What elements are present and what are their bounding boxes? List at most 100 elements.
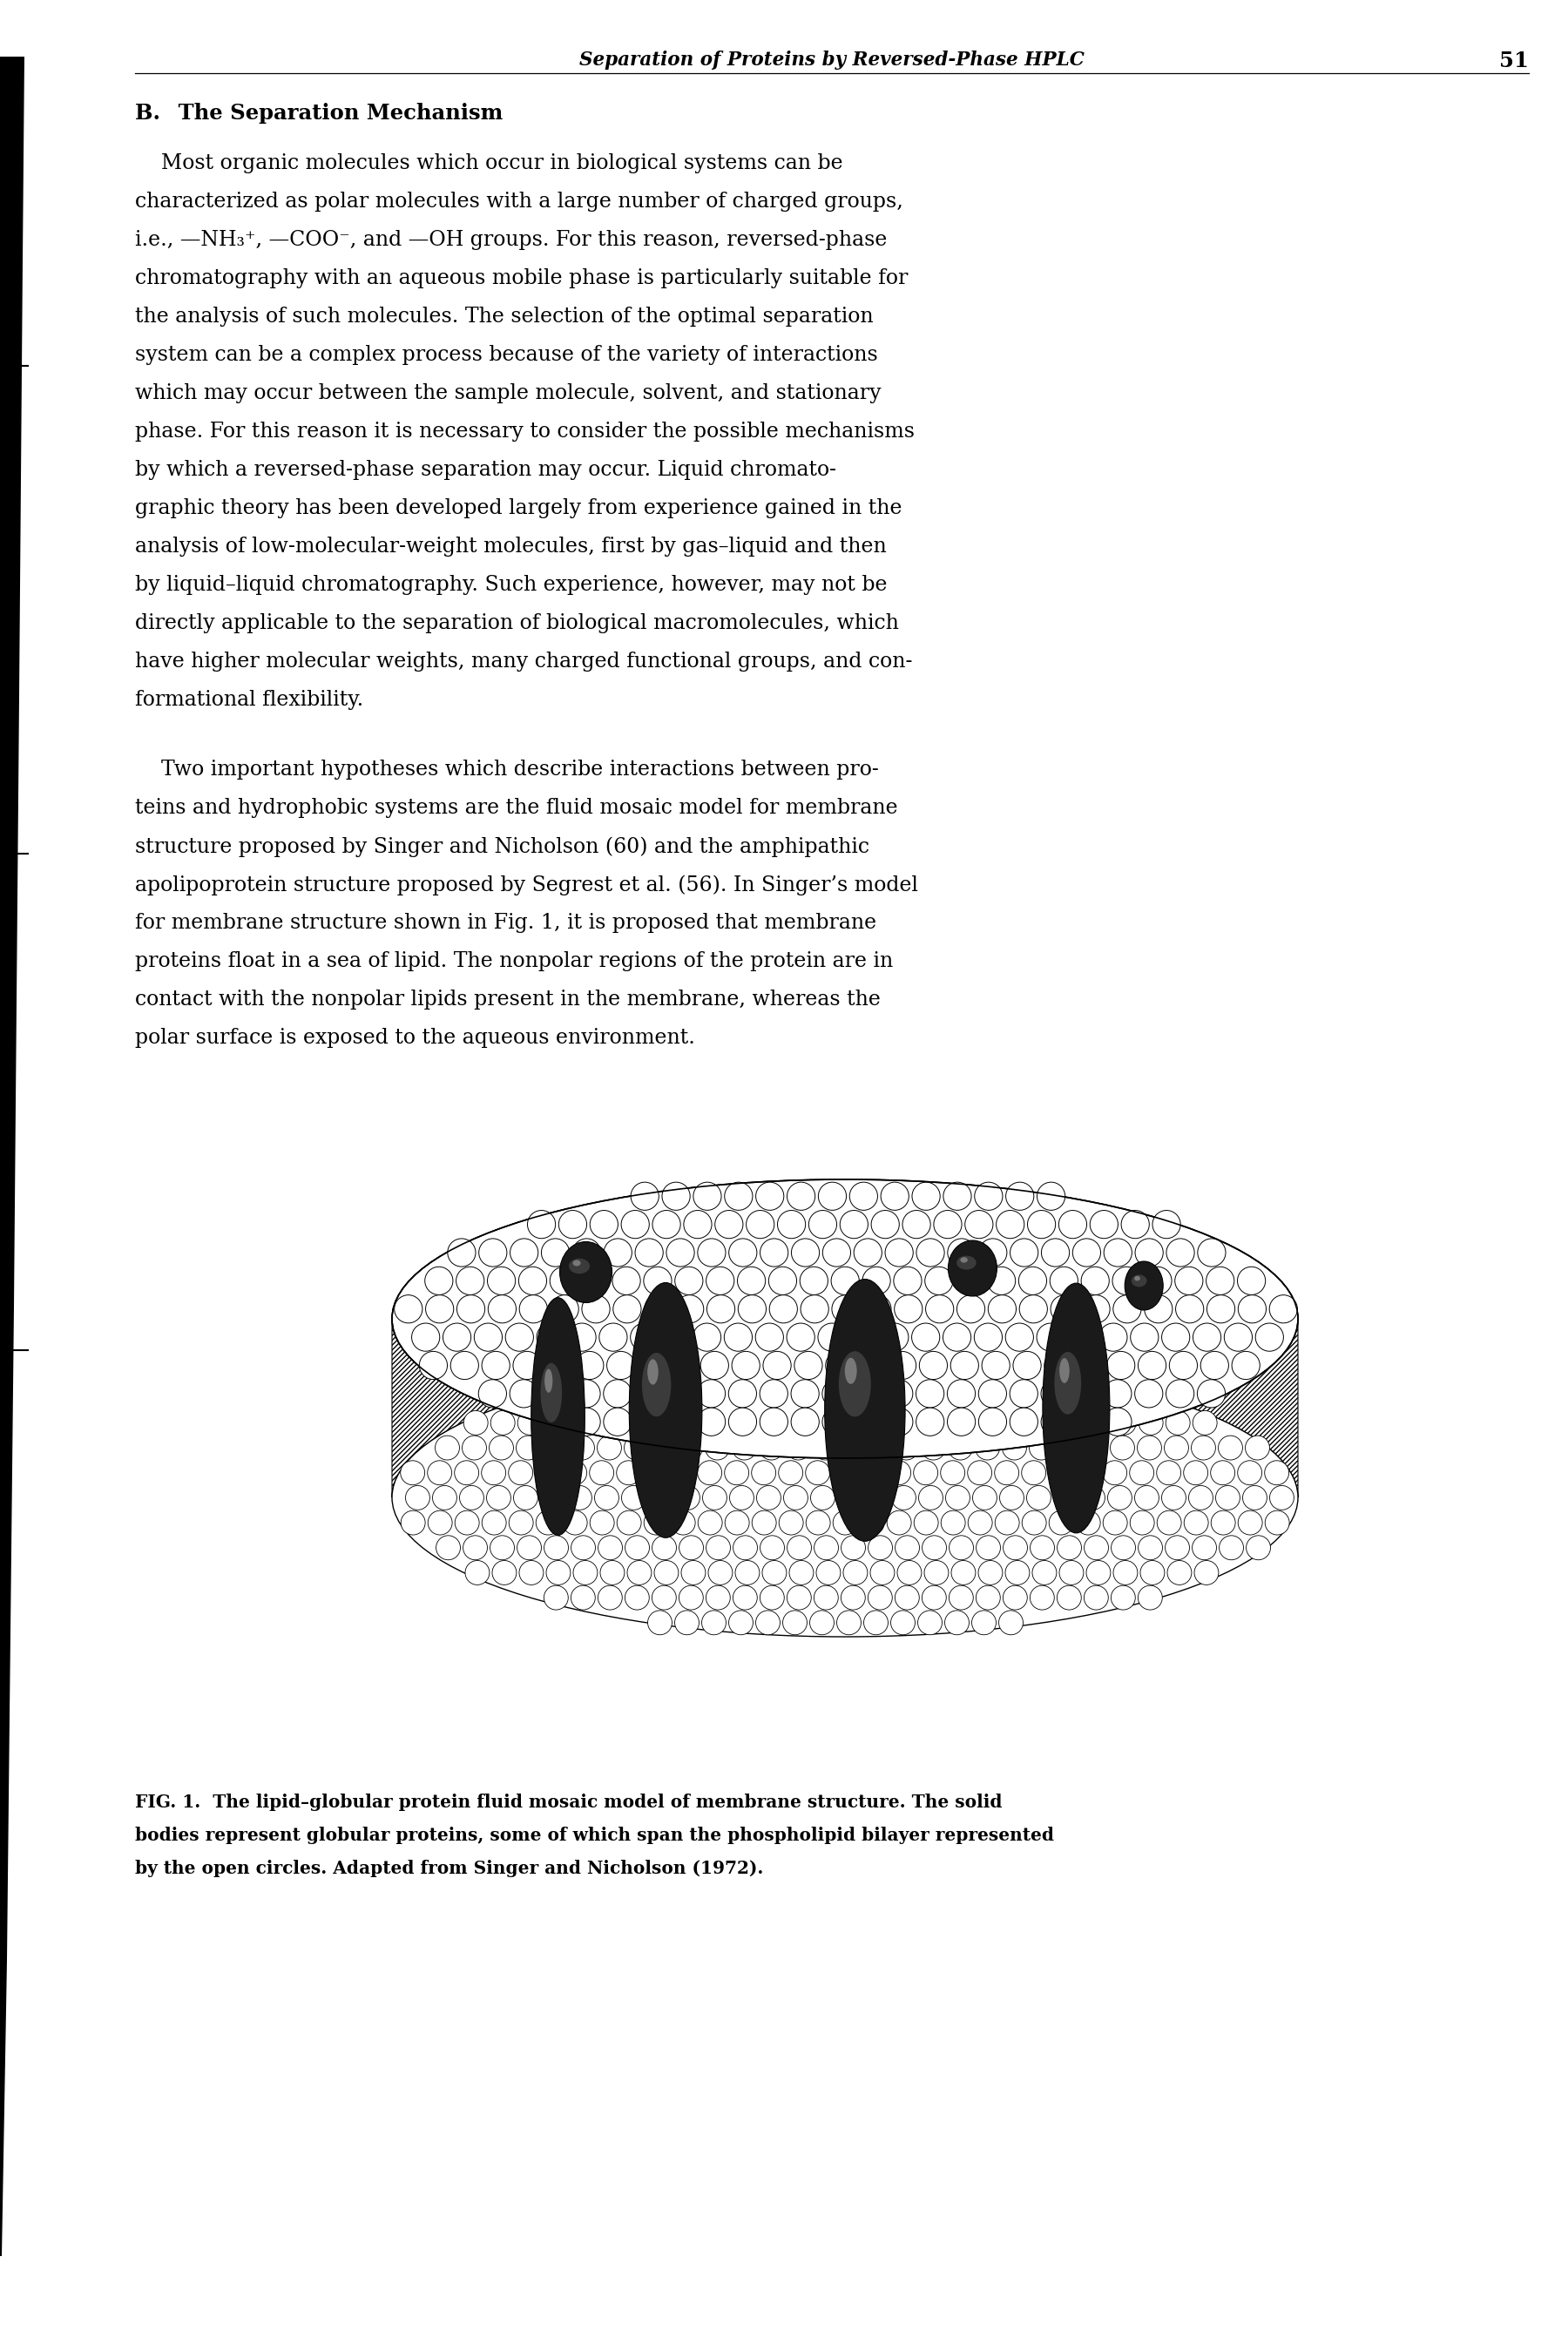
Ellipse shape <box>956 1256 977 1270</box>
Circle shape <box>856 1352 884 1380</box>
Circle shape <box>456 1296 485 1324</box>
Circle shape <box>702 1485 728 1510</box>
Circle shape <box>1058 1410 1082 1436</box>
Circle shape <box>939 1361 964 1385</box>
Circle shape <box>850 1324 877 1352</box>
Circle shape <box>1243 1485 1267 1510</box>
Circle shape <box>1225 1324 1253 1352</box>
Circle shape <box>1010 1380 1038 1408</box>
Circle shape <box>800 1266 828 1294</box>
Circle shape <box>543 1436 568 1459</box>
Circle shape <box>517 1410 543 1436</box>
Circle shape <box>513 1352 541 1380</box>
Circle shape <box>571 1536 596 1559</box>
Circle shape <box>956 1296 985 1324</box>
Circle shape <box>760 1238 789 1266</box>
Circle shape <box>527 1210 555 1238</box>
Circle shape <box>1004 1536 1027 1559</box>
Text: by the open circles. Adapted from Singer and Nicholson (1972).: by the open circles. Adapted from Singer… <box>135 1860 764 1876</box>
Circle shape <box>1083 1585 1109 1611</box>
Circle shape <box>1193 1410 1217 1436</box>
Circle shape <box>757 1385 782 1410</box>
Circle shape <box>666 1238 695 1266</box>
Circle shape <box>1005 1182 1033 1210</box>
Circle shape <box>1073 1238 1101 1266</box>
Circle shape <box>1107 1485 1132 1510</box>
Circle shape <box>833 1296 859 1324</box>
Circle shape <box>778 1210 806 1238</box>
Ellipse shape <box>960 1256 967 1263</box>
Circle shape <box>840 1585 866 1611</box>
Circle shape <box>613 1296 641 1324</box>
Circle shape <box>626 1410 651 1436</box>
Circle shape <box>751 1361 775 1385</box>
Circle shape <box>1189 1485 1214 1510</box>
Text: by which a reversed-phase separation may occur. Liquid chromato-: by which a reversed-phase separation may… <box>135 459 836 480</box>
Circle shape <box>914 1510 938 1534</box>
Circle shape <box>1195 1559 1218 1585</box>
Text: Two important hypotheses which describe interactions between pro-: Two important hypotheses which describe … <box>135 760 878 779</box>
Circle shape <box>674 1266 702 1294</box>
Circle shape <box>626 1536 649 1559</box>
Circle shape <box>481 1462 506 1485</box>
Circle shape <box>571 1585 596 1611</box>
Ellipse shape <box>648 1359 659 1385</box>
Ellipse shape <box>1043 1282 1110 1534</box>
Circle shape <box>862 1266 891 1294</box>
Circle shape <box>734 1410 757 1436</box>
Circle shape <box>897 1559 922 1585</box>
Circle shape <box>1162 1485 1185 1510</box>
Circle shape <box>1157 1510 1181 1534</box>
Circle shape <box>949 1436 972 1459</box>
Circle shape <box>974 1385 997 1410</box>
Ellipse shape <box>1124 1261 1163 1310</box>
Circle shape <box>919 1352 947 1380</box>
Circle shape <box>1019 1266 1047 1294</box>
Circle shape <box>1090 1210 1118 1238</box>
Circle shape <box>732 1585 757 1611</box>
Circle shape <box>1167 1238 1195 1266</box>
Circle shape <box>746 1210 775 1238</box>
Circle shape <box>1192 1536 1217 1559</box>
Text: by liquid–liquid chromatography. Such experience, however, may not be: by liquid–liquid chromatography. Such ex… <box>135 576 887 594</box>
Circle shape <box>1085 1410 1109 1436</box>
Circle shape <box>1057 1536 1082 1559</box>
Circle shape <box>597 1585 622 1611</box>
Circle shape <box>737 1266 765 1294</box>
Circle shape <box>933 1210 961 1238</box>
Circle shape <box>707 1296 735 1324</box>
Circle shape <box>870 1559 894 1585</box>
Circle shape <box>516 1436 541 1459</box>
Circle shape <box>1138 1585 1162 1611</box>
Circle shape <box>436 1536 461 1559</box>
Circle shape <box>643 1361 666 1385</box>
Circle shape <box>569 1385 593 1410</box>
Circle shape <box>790 1380 818 1408</box>
Circle shape <box>488 1296 516 1324</box>
Circle shape <box>447 1238 475 1266</box>
Circle shape <box>541 1485 564 1510</box>
Circle shape <box>550 1296 579 1324</box>
Circle shape <box>756 1182 784 1210</box>
Text: graphic theory has been developed largely from experience gained in the: graphic theory has been developed largel… <box>135 499 902 517</box>
Circle shape <box>630 1182 659 1210</box>
Circle shape <box>616 1510 641 1534</box>
Circle shape <box>818 1182 847 1210</box>
Circle shape <box>977 1410 1000 1436</box>
Ellipse shape <box>541 1364 561 1422</box>
Polygon shape <box>0 56 25 2256</box>
Circle shape <box>842 1410 866 1436</box>
Circle shape <box>925 1266 953 1294</box>
Circle shape <box>1131 1510 1154 1534</box>
Circle shape <box>895 1536 919 1559</box>
Circle shape <box>544 1352 572 1380</box>
Circle shape <box>760 1380 787 1408</box>
Circle shape <box>698 1238 726 1266</box>
Circle shape <box>1036 1182 1065 1210</box>
Circle shape <box>1021 1361 1046 1385</box>
Circle shape <box>1138 1410 1163 1436</box>
Circle shape <box>735 1559 759 1585</box>
Circle shape <box>1135 1238 1163 1266</box>
Text: B.  The Separation Mechanism: B. The Separation Mechanism <box>135 103 503 124</box>
Circle shape <box>786 1436 811 1459</box>
